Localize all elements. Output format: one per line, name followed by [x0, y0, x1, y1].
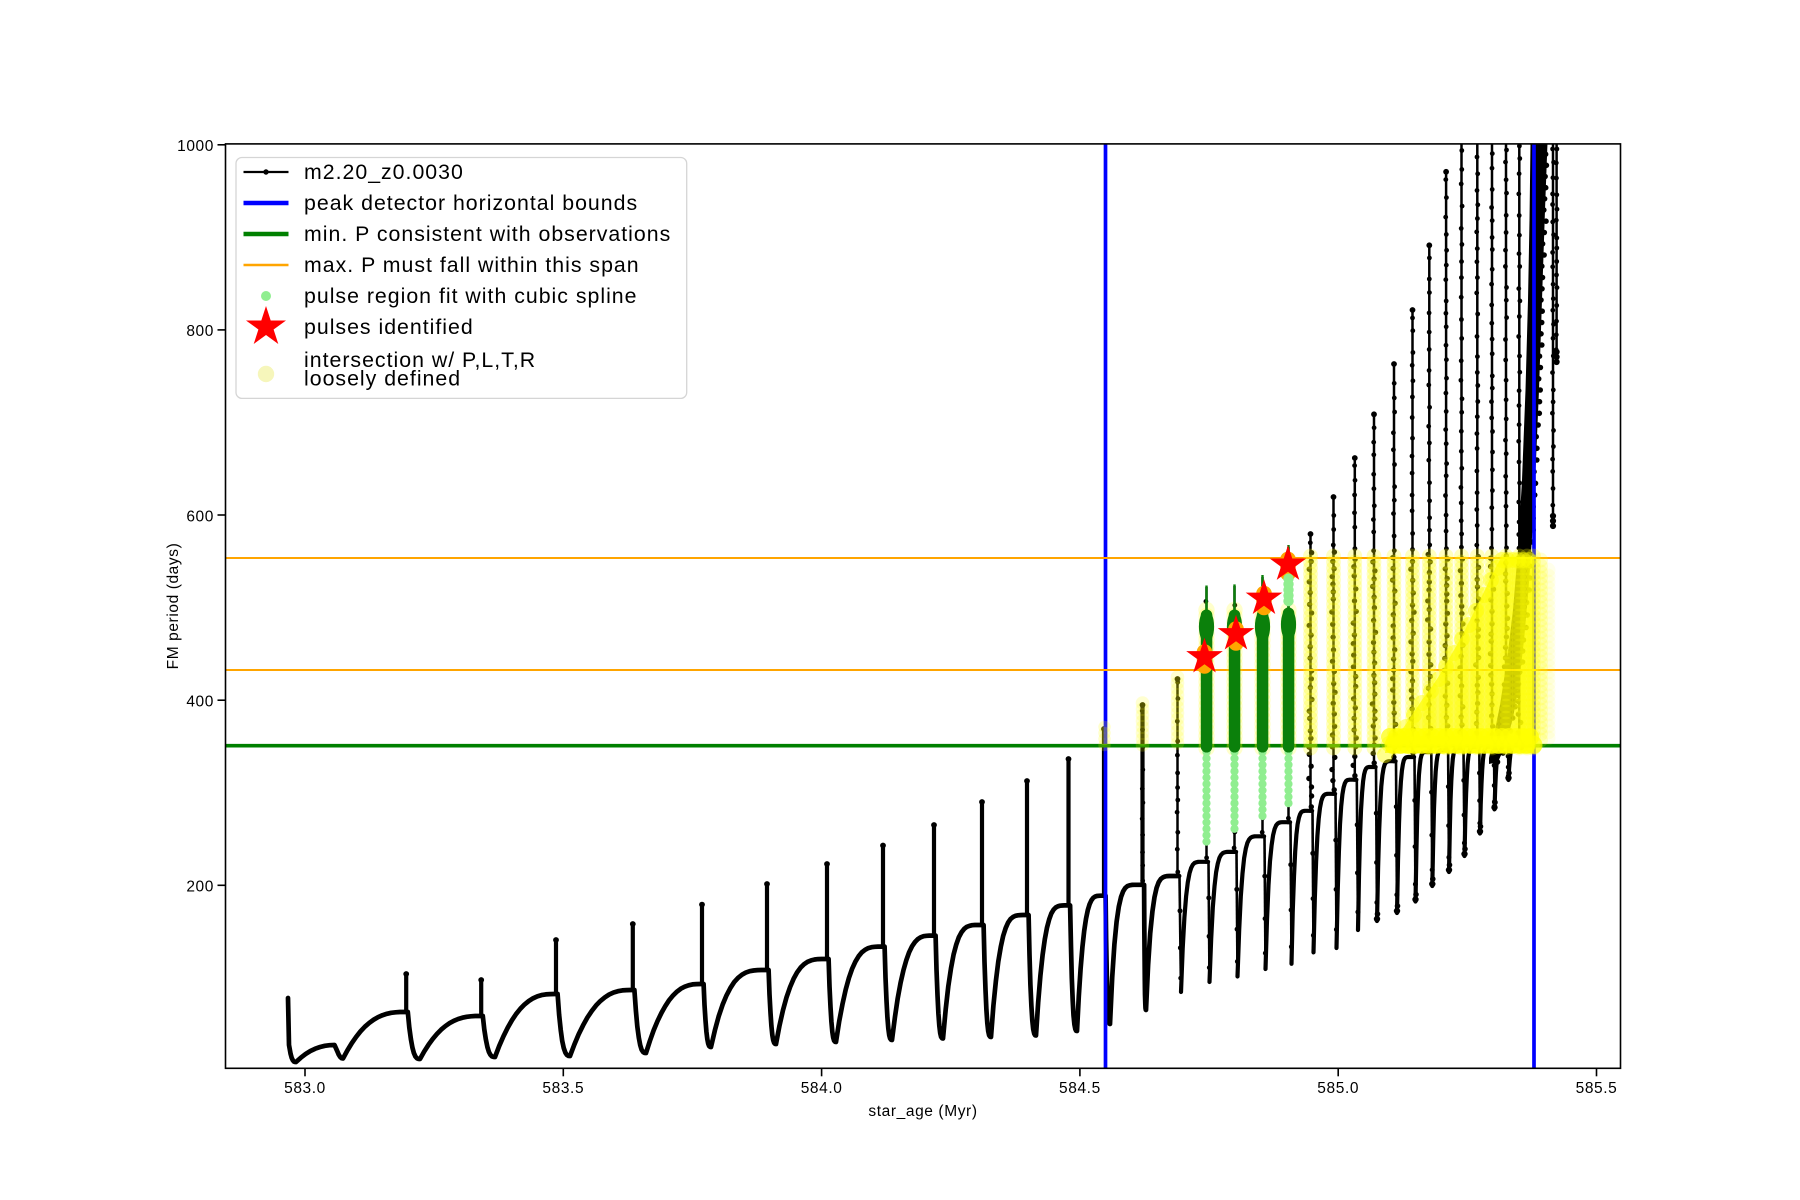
svg-text:intersection w/ P,L,T,R: intersection w/ P,L,T,R	[304, 348, 536, 372]
svg-text:pulses identified: pulses identified	[304, 315, 474, 339]
svg-text:583.0: 583.0	[284, 1080, 326, 1097]
svg-text:400: 400	[186, 694, 214, 711]
svg-text:star_age (Myr): star_age (Myr)	[868, 1103, 977, 1120]
svg-text:600: 600	[186, 508, 214, 525]
svg-text:1000: 1000	[177, 138, 214, 155]
svg-text:800: 800	[186, 323, 214, 340]
svg-text:min. P consistent with observa: min. P consistent with observations	[304, 222, 671, 246]
svg-text:m2.20_z0.0030: m2.20_z0.0030	[304, 160, 464, 184]
svg-text:peak detector horizontal bound: peak detector horizontal bounds	[304, 191, 638, 215]
svg-text:583.5: 583.5	[542, 1080, 584, 1097]
svg-text:pulse region fit with cubic sp: pulse region fit with cubic spline	[304, 284, 638, 308]
svg-text:loosely defined: loosely defined	[304, 367, 461, 391]
svg-text:585.5: 585.5	[1576, 1080, 1618, 1097]
svg-text:584.0: 584.0	[801, 1080, 843, 1097]
svg-text:FM period (days): FM period (days)	[165, 543, 182, 670]
svg-text:584.5: 584.5	[1059, 1080, 1101, 1097]
svg-text:585.0: 585.0	[1317, 1080, 1359, 1097]
svg-text:max. P must fall within this s: max. P must fall within this span	[304, 253, 640, 277]
svg-text:200: 200	[186, 879, 214, 896]
